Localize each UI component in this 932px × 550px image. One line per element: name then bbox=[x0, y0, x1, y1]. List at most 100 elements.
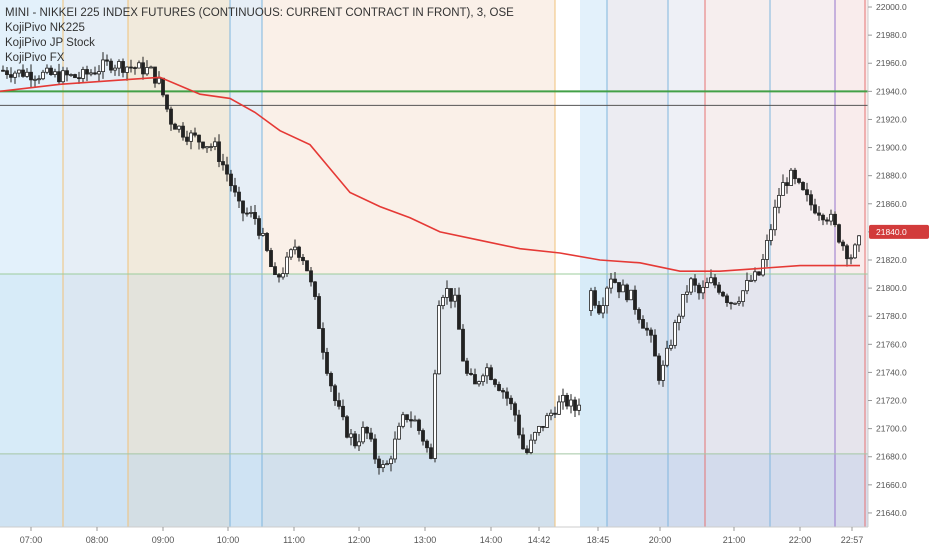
indicator-label[interactable]: KojiPivo NK225 bbox=[5, 22, 85, 34]
candle-down bbox=[465, 360, 469, 374]
zone-middle bbox=[63, 274, 128, 454]
candle-up bbox=[549, 412, 553, 417]
candle-up bbox=[609, 278, 613, 289]
candle-down bbox=[121, 61, 125, 73]
candle-up bbox=[621, 284, 625, 293]
candle-down bbox=[617, 282, 621, 293]
candle-up bbox=[293, 246, 297, 251]
zone-upper bbox=[128, 0, 230, 275]
candle-down bbox=[329, 373, 333, 387]
candle-down bbox=[633, 289, 637, 310]
candle-up bbox=[37, 78, 41, 81]
candle-up bbox=[745, 280, 749, 292]
y-tick-label: 21860.0 bbox=[876, 199, 907, 209]
candle-up bbox=[413, 419, 417, 422]
zone-lower bbox=[835, 453, 868, 527]
axis-background bbox=[868, 0, 932, 550]
candle-up bbox=[281, 273, 285, 278]
indicator-label[interactable]: KojiPivo FX bbox=[5, 52, 65, 64]
indicator-label[interactable]: KojiPivo JP Stock bbox=[5, 37, 95, 49]
candle-down bbox=[1, 69, 5, 72]
candle-down bbox=[793, 169, 797, 180]
y-tick-label: 21900.0 bbox=[876, 143, 907, 153]
candle-down bbox=[161, 77, 165, 96]
candle-up bbox=[569, 399, 573, 407]
candles bbox=[1, 52, 861, 475]
candle-up bbox=[397, 425, 401, 440]
zone-upper bbox=[63, 0, 128, 275]
y-tick-label: 21780.0 bbox=[876, 311, 907, 321]
candle-down bbox=[193, 132, 197, 136]
candle-down bbox=[637, 309, 641, 320]
candle-down bbox=[229, 173, 233, 187]
candle-up bbox=[441, 296, 445, 307]
candle-down bbox=[801, 182, 805, 191]
candle-down bbox=[845, 245, 849, 260]
candle-down bbox=[493, 379, 497, 385]
candle-up bbox=[477, 381, 481, 385]
candle-down bbox=[717, 284, 721, 293]
x-tick-label: 11:00 bbox=[283, 535, 305, 545]
candle-down bbox=[645, 327, 649, 331]
candle-down bbox=[505, 391, 509, 399]
candle-down bbox=[197, 134, 201, 143]
candle-up bbox=[665, 347, 669, 366]
candle-down bbox=[365, 426, 369, 434]
candle-up bbox=[149, 66, 153, 69]
candle-down bbox=[345, 416, 349, 438]
y-tick-label: 21700.0 bbox=[876, 424, 907, 434]
candle-down bbox=[221, 161, 225, 166]
candle-down bbox=[721, 291, 725, 297]
candle-down bbox=[253, 212, 257, 220]
candle-down bbox=[173, 123, 177, 130]
candle-up bbox=[529, 439, 533, 453]
x-tick-label: 21:00 bbox=[723, 535, 746, 545]
candle-up bbox=[689, 278, 693, 293]
candle-down bbox=[49, 67, 53, 75]
zone-middle bbox=[0, 274, 63, 454]
candle-down bbox=[165, 94, 169, 110]
candle-down bbox=[305, 260, 309, 272]
candle-up bbox=[61, 70, 65, 83]
candle-down bbox=[473, 374, 477, 385]
candle-up bbox=[705, 282, 709, 288]
candle-down bbox=[405, 414, 409, 420]
candle-down bbox=[369, 432, 373, 440]
candle-down bbox=[809, 194, 813, 206]
chart-legend: MINI - NIKKEI 225 INDEX FUTURES (CONTINU… bbox=[5, 6, 514, 66]
last-price-badge bbox=[869, 224, 929, 239]
candle-up bbox=[125, 66, 129, 73]
candle-down bbox=[269, 250, 273, 268]
candle-up bbox=[737, 301, 741, 304]
zone-upper bbox=[230, 0, 262, 275]
candle-down bbox=[133, 67, 137, 69]
candle-down bbox=[105, 59, 109, 62]
candle-down bbox=[729, 302, 733, 305]
candle-down bbox=[817, 212, 821, 216]
y-tick-label: 21980.0 bbox=[876, 30, 907, 40]
candle-down bbox=[649, 329, 653, 336]
candle-up bbox=[357, 441, 361, 447]
session-lines bbox=[62, 0, 866, 527]
candle-down bbox=[417, 419, 421, 431]
x-axis-background bbox=[0, 527, 868, 550]
candle-up bbox=[773, 206, 777, 231]
candle-down bbox=[185, 136, 189, 142]
zone-middle bbox=[668, 274, 705, 454]
candle-down bbox=[725, 295, 729, 304]
candle-up bbox=[53, 71, 57, 75]
candle-up bbox=[485, 367, 489, 377]
candle-down bbox=[93, 72, 97, 75]
candle-up bbox=[661, 364, 665, 381]
zone-middle bbox=[230, 274, 262, 454]
candle-up bbox=[481, 375, 485, 383]
candle-down bbox=[457, 294, 461, 330]
candle-up bbox=[117, 61, 121, 69]
candle-up bbox=[33, 78, 37, 81]
candle-down bbox=[501, 390, 505, 393]
candle-down bbox=[509, 397, 513, 405]
y-tick-label: 21820.0 bbox=[876, 255, 907, 265]
candle-up bbox=[145, 67, 149, 75]
y-tick-label: 21640.0 bbox=[876, 508, 907, 518]
